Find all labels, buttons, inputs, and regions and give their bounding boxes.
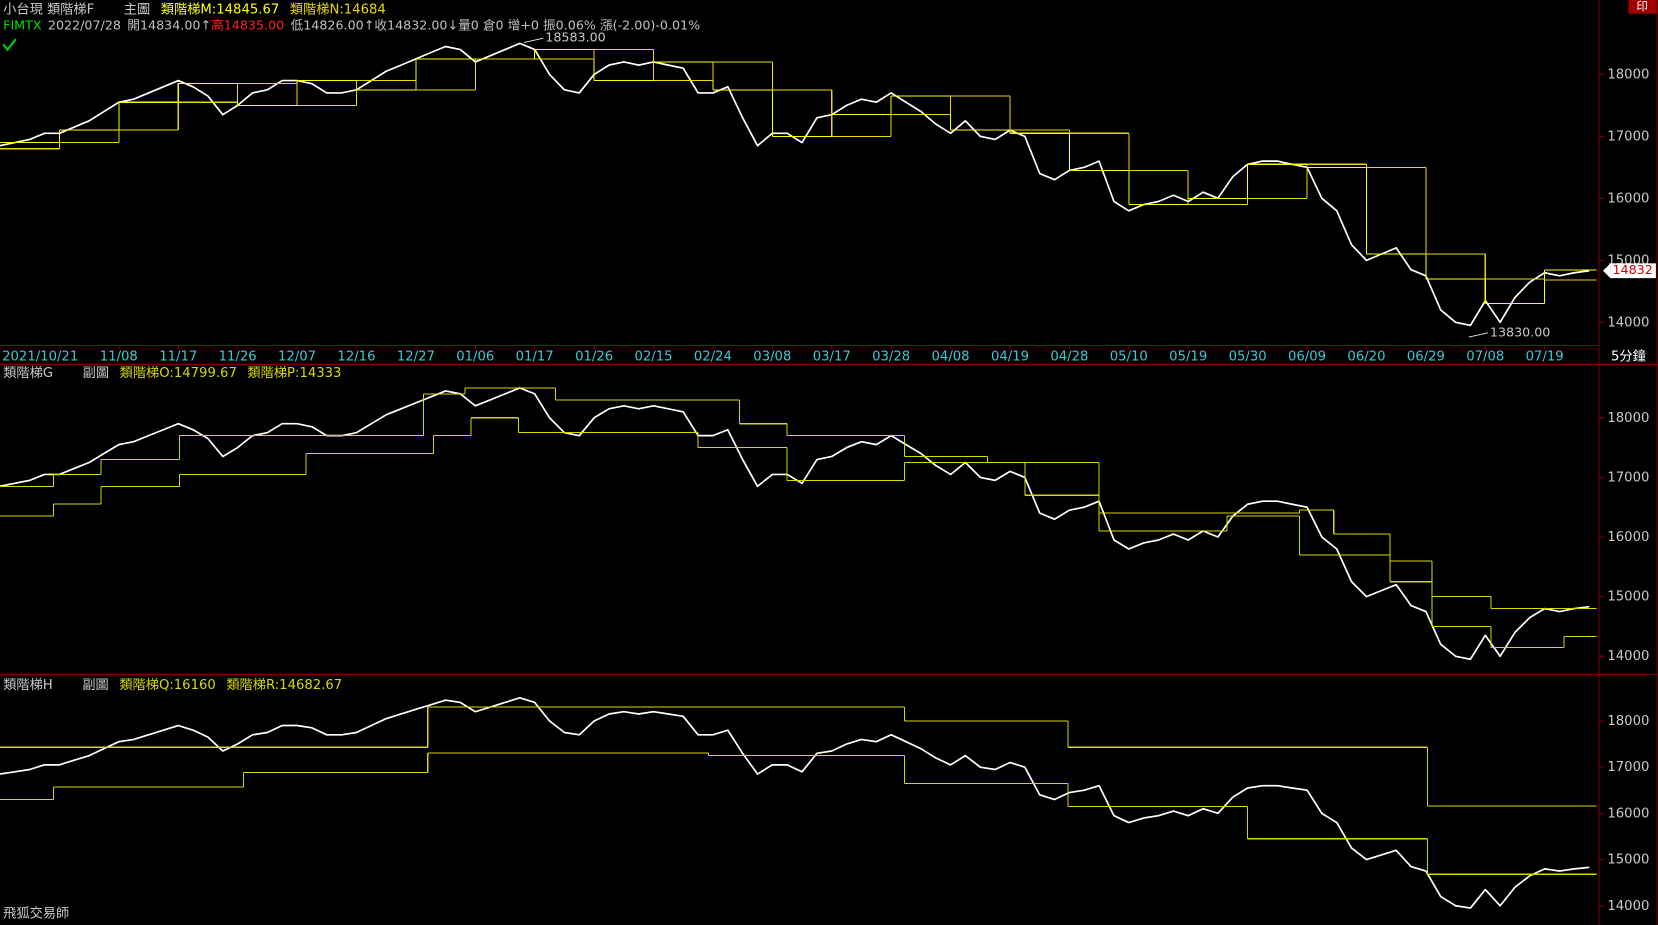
x-tick-label: 11/17 bbox=[159, 349, 197, 364]
panel-header: 類階梯G 副圖 類階梯O:14799.67 類階梯P:14333 bbox=[3, 365, 341, 381]
check-icon bbox=[2, 38, 17, 52]
x-tick-label: 2021/10/21 bbox=[2, 349, 78, 364]
y-tick-label: 16000 bbox=[1607, 806, 1649, 821]
x-tick-label: 07/19 bbox=[1526, 349, 1564, 364]
quote-part: 開14834.00↑ bbox=[127, 17, 211, 32]
legend-entry: 類階梯R:14682.67 bbox=[226, 677, 342, 693]
legend-entry: 類階梯N:14684 bbox=[290, 2, 386, 18]
x-tick-label: 02/24 bbox=[694, 349, 732, 364]
x-tick-label: 11/08 bbox=[100, 349, 138, 364]
y-tick-label: 15000 bbox=[1607, 853, 1649, 868]
panel-title: 類階梯G bbox=[3, 365, 53, 381]
quote-line: FIMTX 2022/07/28 開14834.00↑高14835.00 低14826… bbox=[3, 17, 700, 32]
interval-label: 5分鐘 bbox=[1611, 347, 1646, 364]
legend-entry: 類階梯Q:16160 bbox=[119, 677, 215, 693]
y-tick-label: 17000 bbox=[1607, 760, 1649, 775]
x-tick-label: 05/10 bbox=[1110, 349, 1148, 364]
x-tick-label: 06/29 bbox=[1407, 349, 1445, 364]
x-tick-label: 03/17 bbox=[813, 349, 851, 364]
y-tick-label: 18000 bbox=[1607, 714, 1649, 729]
x-tick-label: 04/28 bbox=[1050, 349, 1088, 364]
quote-part: 高14835.00 bbox=[211, 17, 284, 32]
y-tick-label: 18000 bbox=[1607, 411, 1649, 426]
x-tick-label: 03/28 bbox=[872, 349, 910, 364]
print-button[interactable] bbox=[1628, 0, 1657, 14]
x-tick-label: 01/06 bbox=[456, 349, 494, 364]
panel-title: 小台現 類階梯F bbox=[3, 2, 94, 18]
x-tick-label: 01/26 bbox=[575, 349, 613, 364]
pane-label: 副圖 bbox=[82, 677, 108, 693]
x-tick-label: 04/08 bbox=[932, 349, 970, 364]
x-tick-label: 12/07 bbox=[278, 349, 316, 364]
pane-label: 主圖 bbox=[124, 2, 150, 18]
legend-entry: 類階梯P:14333 bbox=[247, 365, 341, 381]
footer: 飛狐交易師 bbox=[3, 904, 69, 921]
legend-entry: 類階梯O:14799.67 bbox=[120, 365, 237, 381]
print-button-label[interactable]: 印 bbox=[1636, 0, 1648, 13]
x-tick-label: 04/19 bbox=[991, 349, 1029, 364]
y-tick-label: 16000 bbox=[1607, 530, 1649, 545]
price-line bbox=[0, 696, 1590, 909]
x-tick-label: 06/09 bbox=[1288, 349, 1326, 364]
x-tick-label: 12/27 bbox=[397, 349, 435, 364]
x-tick-label: 03/08 bbox=[753, 349, 791, 364]
x-tick-label: 12/16 bbox=[337, 349, 375, 364]
x-tick-label: 05/19 bbox=[1169, 349, 1207, 364]
last-price-label: 14832 bbox=[1612, 262, 1652, 277]
x-tick-label: 05/30 bbox=[1229, 349, 1267, 364]
annotation: 13830.00 bbox=[1490, 324, 1550, 339]
quote-part: FIMTX bbox=[3, 17, 42, 32]
y-tick-label: 14000 bbox=[1607, 315, 1649, 330]
annotation: 18583.00 bbox=[545, 30, 605, 45]
y-tick-label: 17000 bbox=[1607, 470, 1649, 485]
x-tick-label: 11/26 bbox=[219, 349, 257, 364]
quote-part: 2022/07/28 bbox=[48, 17, 121, 32]
y-tick-label: 14000 bbox=[1607, 649, 1649, 664]
last-price-arrow bbox=[1603, 263, 1611, 279]
x-tick-label: 01/17 bbox=[516, 349, 554, 364]
y-tick-label: 15000 bbox=[1607, 590, 1649, 605]
y-tick-label: 17000 bbox=[1607, 129, 1649, 144]
legend-entry: 類階梯M:14845.67 bbox=[161, 2, 279, 18]
pane-label: 副圖 bbox=[83, 365, 109, 381]
last-price-box bbox=[1610, 263, 1656, 279]
panel-header: 小台現 類階梯F 主圖 類階梯M:14845.67 類階梯N:14684 bbox=[3, 2, 386, 18]
y-tick-label: 16000 bbox=[1607, 191, 1649, 206]
y-tick-label: 18000 bbox=[1607, 67, 1649, 82]
panel-header: 類階梯H 副圖 類階梯Q:16160 類階梯R:14682.67 bbox=[3, 677, 342, 693]
price-line bbox=[0, 42, 1590, 327]
annotation-leader bbox=[1468, 332, 1488, 338]
panel-title: 類階梯H bbox=[3, 677, 53, 693]
x-tick-label: 07/08 bbox=[1466, 349, 1504, 364]
x-tick-label: 06/20 bbox=[1347, 349, 1385, 364]
y-tick-label: 14000 bbox=[1607, 899, 1649, 914]
price-line bbox=[0, 387, 1590, 661]
quote-part: 低14826.00↑收14832.00↓量0 倉0 增+0 振0.06% 漲(-… bbox=[291, 17, 701, 32]
x-tick-label: 02/15 bbox=[634, 349, 672, 364]
annotation-leader bbox=[524, 37, 544, 43]
